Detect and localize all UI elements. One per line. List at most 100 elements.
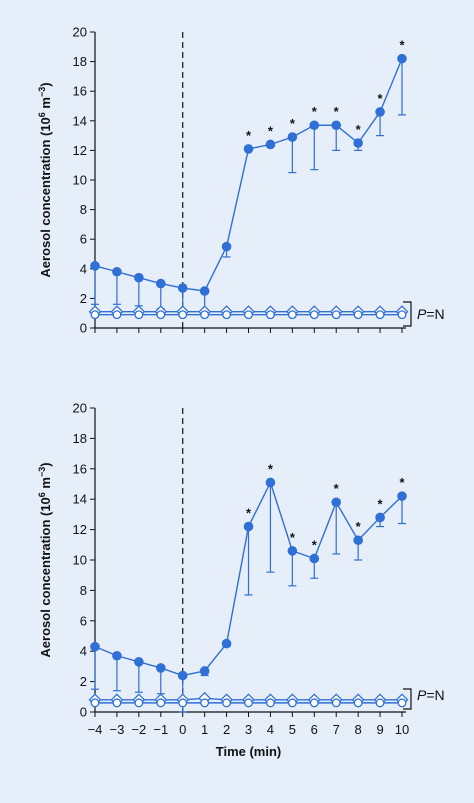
significance-star: * [290,116,296,131]
data-point [265,698,275,708]
x-tick-label: 2 [223,722,230,737]
data-point [309,310,319,320]
data-point [265,310,275,320]
data-point [331,120,342,131]
significance-star: * [399,475,405,490]
significance-star: * [378,91,384,106]
data-point [112,650,122,661]
data-point [155,663,166,673]
y-tick-label: 14 [73,113,87,128]
y-tick-label: 18 [73,431,87,446]
data-point [156,698,166,708]
y-tick-label: 20 [73,401,87,416]
y-tick-label: 20 [73,25,87,40]
data-point [199,666,210,676]
data-point [397,310,407,320]
data-point [397,491,407,501]
data-point [177,670,188,681]
bracket [403,301,412,327]
data-point [90,310,100,320]
data-point [178,310,188,320]
data-point [90,261,100,271]
data-point [156,310,166,320]
data-point [134,272,144,283]
data-point [222,310,232,320]
x-tick-label: 7 [333,722,340,737]
x-tick-label: −3 [110,722,125,737]
x-tick-label: −4 [88,722,103,737]
y-tick-label: 6 [80,232,87,247]
data-point [155,278,166,289]
data-point [397,53,407,64]
y-tick-label: 10 [73,553,87,568]
top-chart-panel: 0 2 4 6 8 10 12 14 16 18 20 Aerosol concentration (… [37,25,445,336]
significance-star: * [334,481,340,496]
y-tick-label: 16 [73,84,87,99]
data-point [243,144,254,154]
data-point [375,698,385,708]
x-tick-label: 0 [179,722,186,737]
data-point [221,241,232,252]
data-point [200,698,210,708]
p-value-label: P=N [417,687,445,703]
data-point [90,698,100,708]
data-point [375,512,385,523]
x-tick-label: 9 [376,722,383,737]
significance-star: * [246,506,252,521]
data-point [331,497,342,508]
p-value-label: P=N [417,306,445,322]
data-point [112,310,122,320]
y-tick-label: 2 [80,291,87,306]
y-tick-label: 14 [73,492,87,507]
x-tick-label: 5 [289,722,296,737]
data-point [134,657,144,667]
y-tick-label: 8 [80,202,87,217]
y-tick-label: 4 [80,644,87,659]
series-line [94,58,403,292]
data-point [375,310,385,320]
data-point [221,638,232,649]
data-point [178,698,188,708]
x-tick-label: 6 [311,722,318,737]
y-tick-label: 18 [73,54,87,69]
x-tick-label: 10 [395,722,409,737]
significance-star: * [246,128,252,143]
y-tick-label: 12 [73,522,87,537]
y-axis-label: Aerosol concentration (106 m−3) [37,82,53,277]
data-point [287,698,297,708]
x-axis-label: Time (min) [216,744,282,759]
significance-star: * [312,537,318,552]
data-point [134,310,144,320]
y-tick-label: 8 [80,583,87,598]
data-point [331,698,341,708]
x-tick-label: −1 [153,722,168,737]
y-tick-label: 6 [80,613,87,628]
data-point [309,698,319,708]
data-point [200,310,210,320]
bracket [403,688,412,710]
data-point [287,546,298,556]
x-tick-label: −2 [131,722,146,737]
x-tick-label: 1 [201,722,208,737]
data-point [353,535,363,546]
y-tick-label: 16 [73,461,87,476]
data-point [134,698,144,708]
data-point [90,641,100,652]
y-tick-label: 10 [73,173,87,188]
data-point [265,139,276,150]
y-tick-label: 4 [80,261,87,276]
significance-star: * [268,123,274,138]
data-point [353,310,363,320]
data-point [309,120,320,131]
data-point [243,521,254,532]
significance-star: * [312,104,318,119]
data-point [112,266,122,277]
significance-star: * [290,530,296,545]
y-tick-label: 2 [80,674,87,689]
y-tick-label: 0 [80,321,87,336]
significance-star: * [268,461,274,476]
significance-star: * [356,122,362,137]
data-point [353,138,363,148]
significance-star: * [356,519,362,534]
